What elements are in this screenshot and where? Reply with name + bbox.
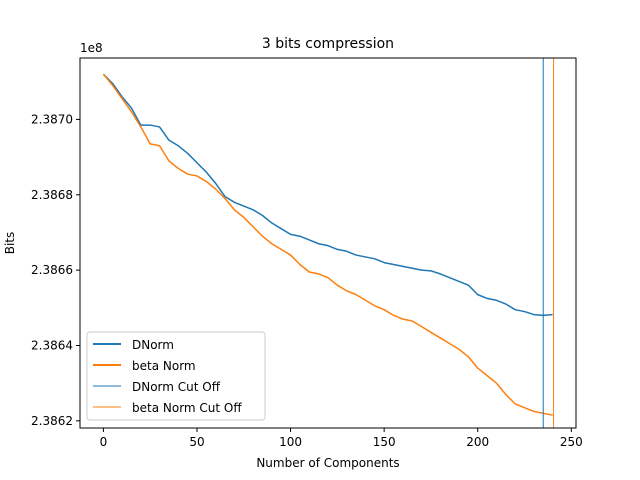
x-axis-label: Number of Components bbox=[256, 456, 399, 470]
x-tick-label: 0 bbox=[100, 435, 108, 449]
series-line-beta-norm bbox=[102, 73, 553, 416]
y-tick-label: 2.3868 bbox=[31, 188, 73, 202]
y-axis-label: Bits bbox=[3, 232, 17, 255]
y-tick-label: 2.3866 bbox=[31, 263, 73, 277]
y-offset-text: 1e8 bbox=[80, 41, 103, 55]
x-tick-label: 50 bbox=[189, 435, 204, 449]
legend-label-beta-norm: beta Norm bbox=[132, 359, 196, 373]
x-tick-label: 200 bbox=[466, 435, 489, 449]
legend-label-dnorm: DNorm bbox=[132, 338, 174, 352]
legend-frame bbox=[86, 331, 266, 421]
chart-title: 3 bits compression bbox=[262, 36, 394, 52]
cutoff-lines bbox=[542, 58, 555, 428]
x-axis: 0 50 100 150 200 250 bbox=[100, 428, 583, 449]
y-tick-label: 2.3870 bbox=[31, 112, 73, 126]
plot-lines bbox=[102, 73, 553, 416]
y-axis: 2.3862 2.3864 2.3866 2.3868 2.3870 bbox=[31, 112, 80, 428]
legend-label-dnorm-cutoff: DNorm Cut Off bbox=[132, 380, 221, 394]
legend-label-beta-norm-cutoff: beta Norm Cut Off bbox=[132, 401, 242, 415]
y-tick-label: 2.3864 bbox=[31, 338, 73, 352]
plot-frame bbox=[79, 57, 577, 429]
y-tick-label: 2.3862 bbox=[31, 414, 73, 428]
x-tick-label: 150 bbox=[373, 435, 396, 449]
series-line-dnorm bbox=[102, 73, 553, 317]
x-tick-label: 250 bbox=[560, 435, 583, 449]
legend: DNorm beta Norm DNorm Cut Off beta Norm … bbox=[86, 331, 266, 421]
x-tick-label: 100 bbox=[279, 435, 302, 449]
